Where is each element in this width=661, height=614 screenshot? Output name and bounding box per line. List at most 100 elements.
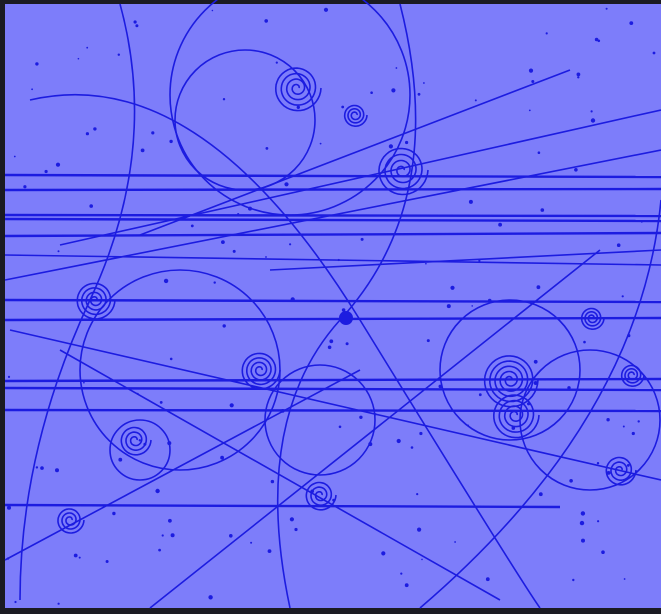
bubble-speck	[569, 479, 573, 483]
bubble-speck	[404, 583, 409, 588]
bubble-speck	[220, 455, 225, 460]
spiral-track	[57, 508, 85, 534]
bubble-speck	[93, 127, 97, 131]
spiral-track	[120, 426, 152, 456]
bubble-speck	[332, 498, 335, 502]
bubble-speck	[540, 208, 545, 212]
track	[4, 503, 561, 509]
bubble-speck	[7, 505, 11, 510]
bubble-speck	[161, 534, 164, 537]
bubble-speck	[416, 493, 419, 496]
bubble-speck	[545, 32, 548, 35]
bubble-speck	[190, 224, 194, 228]
bubble-speck	[85, 132, 89, 136]
bubble-speck	[14, 600, 17, 604]
bubble-speck	[533, 381, 538, 385]
bubble-speck	[222, 98, 226, 101]
bubble-speck	[531, 80, 535, 83]
spiral-track	[492, 394, 540, 439]
bubble-speck	[498, 222, 502, 227]
bubble-speck	[23, 185, 27, 189]
bubble-speck	[583, 340, 586, 344]
bubble-speck	[626, 464, 630, 467]
bubble-speck	[143, 442, 147, 446]
bubble-speck	[169, 357, 173, 361]
bubble-speck	[57, 250, 60, 253]
bubble-speck	[151, 131, 155, 135]
bubble-speck	[44, 169, 48, 174]
bubble-speck	[410, 446, 414, 449]
bubble-speck	[423, 82, 425, 84]
bubble-speck	[374, 413, 377, 416]
bubble-speck	[590, 118, 596, 123]
bubble-speck	[467, 424, 469, 427]
bubble-speck	[167, 441, 172, 446]
bubble-speck	[105, 560, 109, 563]
bubble-speck	[78, 556, 81, 559]
bubble-speck	[572, 578, 575, 582]
bubble-speck	[606, 471, 611, 475]
bubble-speck	[419, 431, 423, 436]
bubble-speck	[31, 88, 33, 91]
bubble-speck	[267, 549, 272, 553]
bubble-speck	[623, 578, 626, 580]
bubble-speck	[310, 489, 315, 494]
bubble-speck	[396, 438, 401, 444]
bubble-speck	[55, 468, 59, 473]
bubble-speck	[73, 553, 78, 558]
track	[419, 199, 661, 609]
bubble-speck	[155, 488, 160, 494]
bubble-speck	[485, 577, 490, 582]
bubble-speck	[370, 91, 373, 94]
bubble-speck	[275, 61, 278, 64]
vertex	[339, 311, 353, 325]
bubble-speck	[169, 139, 173, 144]
bubble-speck	[446, 304, 451, 309]
track	[29, 93, 541, 609]
track	[9, 329, 661, 481]
bubble-speck	[594, 37, 599, 42]
bubble-speck	[136, 392, 139, 395]
track	[4, 217, 661, 223]
bubble-speck	[264, 19, 269, 23]
bubble-speck	[35, 62, 39, 66]
bubble-speck	[567, 386, 571, 390]
bubble-speck	[250, 541, 253, 544]
spiral-track	[378, 147, 429, 196]
spiral-track	[274, 67, 322, 112]
bubble-speck	[319, 142, 322, 145]
bubble-speck	[576, 72, 581, 77]
bubble-speck	[400, 572, 403, 575]
bubble-speck	[533, 359, 538, 364]
tracks	[4, 0, 661, 609]
bubble-speck	[232, 249, 236, 253]
bubble-speck	[159, 401, 163, 404]
track	[4, 316, 661, 322]
bubble-speck	[360, 237, 364, 241]
bubble-speck	[7, 375, 11, 378]
bubble-speck	[487, 298, 492, 303]
track	[4, 369, 361, 561]
bubble-speck	[6, 557, 10, 560]
bubble-speck	[213, 281, 216, 284]
bubble-speck	[391, 88, 396, 93]
bubble-speck	[579, 520, 585, 526]
bubble-speck	[345, 342, 349, 346]
bubble-speck	[627, 334, 631, 338]
bubble-speck	[450, 285, 455, 290]
bubble-speck	[581, 538, 585, 543]
bubble-speck	[140, 148, 145, 153]
bubble-speck	[83, 381, 85, 384]
bubble-speck	[138, 439, 141, 442]
track	[59, 109, 661, 246]
bubble-speck	[284, 182, 289, 187]
track	[59, 349, 501, 601]
track-circle	[109, 419, 171, 481]
bubble-speck	[359, 415, 363, 419]
bubble-speck	[294, 527, 298, 532]
spiral-track	[76, 282, 116, 320]
bubble-speck	[590, 110, 593, 113]
track	[139, 69, 571, 236]
bubble-speck	[574, 168, 578, 172]
